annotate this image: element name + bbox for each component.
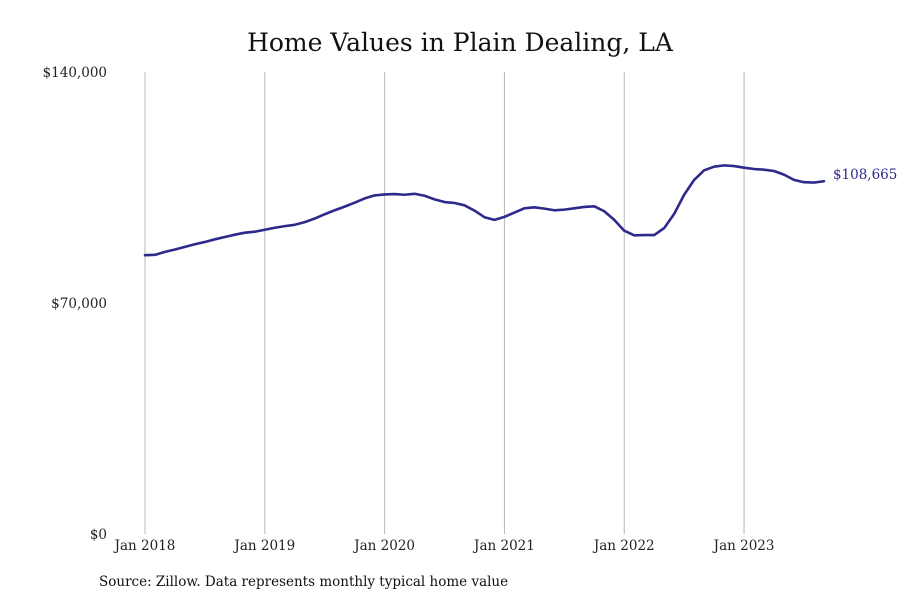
x-tick-label: Jan 2018 (113, 538, 176, 554)
x-tick-label: Jan 2022 (592, 538, 655, 554)
chart-title: Home Values in Plain Dealing, LA (247, 28, 674, 57)
latest-value-label: $108,665 (833, 167, 897, 183)
x-tick-label: Jan 2021 (472, 538, 535, 554)
x-tick-label: Jan 2023 (712, 538, 775, 554)
y-tick-label: $70,000 (51, 296, 107, 312)
home-value-line (143, 164, 826, 257)
y-axis-ticks: $0 $70,000 $140,000 (43, 65, 107, 543)
x-axis-ticks: Jan 2018 Jan 2019 Jan 2020 Jan 2021 Jan 2022… (113, 538, 775, 554)
x-tick-label: Jan 2019 (232, 538, 295, 554)
source-note: Source: Zillow. Data represents monthly … (99, 574, 508, 590)
grid-layer (144, 72, 745, 534)
y-tick-label: $0 (90, 527, 107, 543)
y-tick-label: $140,000 (43, 65, 107, 81)
x-tick-label: Jan 2020 (352, 538, 415, 554)
